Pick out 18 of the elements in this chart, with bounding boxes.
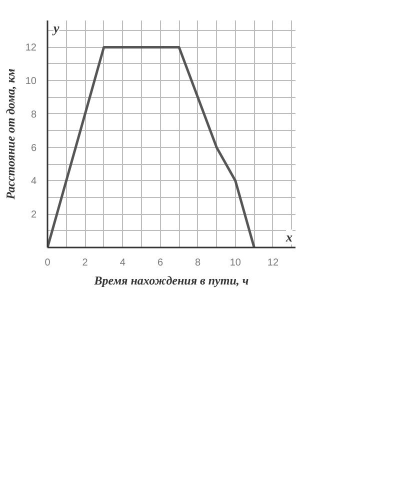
annotation: y: [52, 20, 60, 36]
x-tick-label: 10: [230, 258, 242, 268]
y-tick-label: 6: [30, 142, 37, 154]
y-axis-title: Расстояние от дома, км: [3, 68, 18, 200]
x-tick-label: 12: [267, 258, 279, 268]
y-tick-label: 10: [25, 76, 37, 88]
y-tick-label: 12: [25, 42, 37, 54]
x-axis-title: Время нахождения в пути, ч: [93, 274, 249, 288]
x-tick-label: 8: [195, 258, 202, 268]
y-tick-label: 4: [30, 176, 37, 188]
y-tick-label: 2: [30, 210, 37, 221]
x-tick-label: 6: [157, 258, 164, 268]
x-tick-label: 0: [44, 258, 51, 268]
line-series: [48, 46, 256, 248]
annotation: x: [285, 230, 293, 244]
y-tick-label: 8: [30, 109, 37, 120]
x-tick-label: 4: [120, 258, 126, 268]
x-tick-label: 2: [82, 258, 88, 268]
